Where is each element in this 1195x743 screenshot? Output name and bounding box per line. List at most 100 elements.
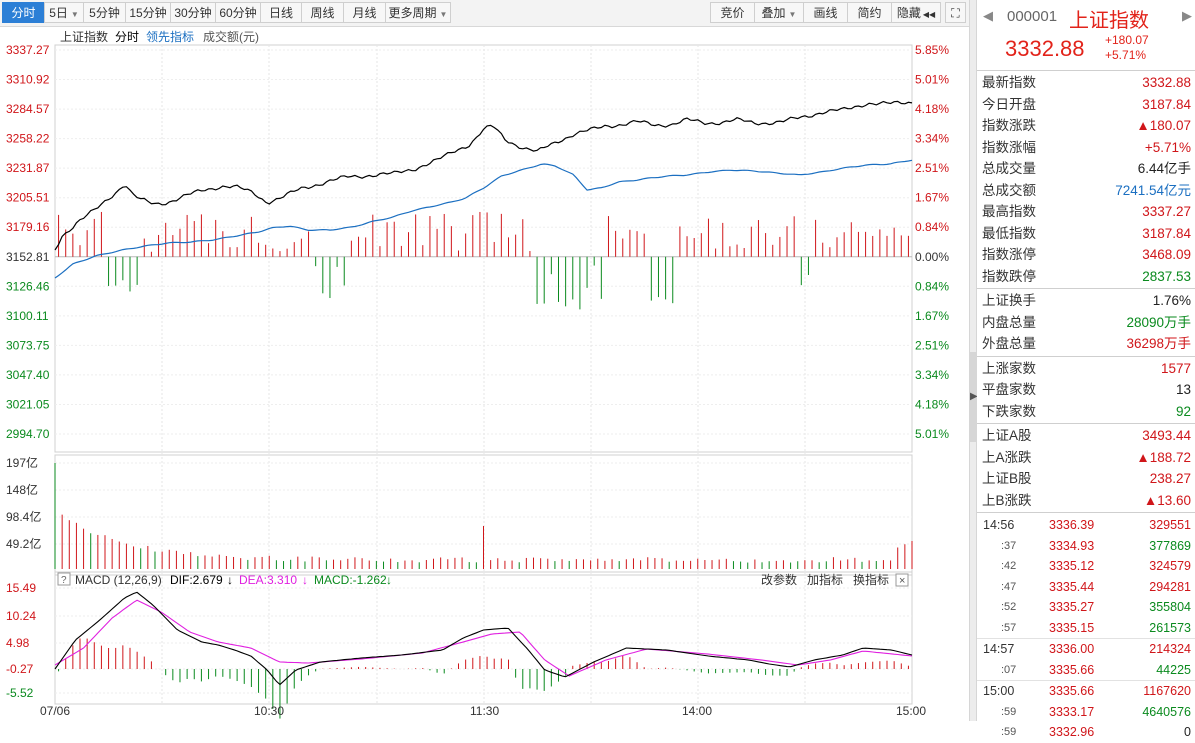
price-axis-label: 3337.27 <box>6 43 50 57</box>
period-button-0[interactable]: 分时 <box>2 2 45 23</box>
leading-indicator-label[interactable]: 领先指标 <box>146 29 194 44</box>
price-axis-label: 3310.92 <box>6 73 50 87</box>
add-indicator-button[interactable]: 加指标 <box>807 572 843 587</box>
quote-row-value: 3337.27 <box>1142 204 1191 219</box>
quote-row: 最高指数 3337.27 <box>977 201 1195 223</box>
tick-time: :59 <box>1001 726 1017 738</box>
price-axis-label: 3205.51 <box>6 191 50 205</box>
macd-name[interactable]: MACD (12,26,9) <box>75 573 162 587</box>
period-button-3[interactable]: 15分钟 <box>125 2 171 23</box>
quote-row: 上证A股 3493.44 <box>977 425 1195 447</box>
tick-time: :57 <box>1001 621 1017 634</box>
help-icon[interactable] <box>57 572 71 586</box>
period-button-5[interactable]: 60分钟 <box>215 2 261 23</box>
quote-row-label: 平盘家数 <box>982 382 1036 397</box>
tick-time: :52 <box>1001 601 1017 613</box>
tick-price: 3335.15 <box>1049 620 1095 635</box>
period-button-label: 月线 <box>352 6 377 20</box>
period-button-label: 30分钟 <box>174 6 212 20</box>
tick-row: :47 3335.44 294281 <box>977 577 1195 598</box>
price-axis-label: 3284.57 <box>6 102 50 116</box>
quote-row-value: 3493.44 <box>1142 428 1191 443</box>
period-button-label: 周线 <box>310 6 335 20</box>
period-button-2[interactable]: 5分钟 <box>83 2 126 23</box>
dif-line <box>54 591 913 686</box>
period-button-1[interactable]: 5日 ▼ <box>44 2 84 23</box>
quote-row-label: 上证换手 <box>982 293 1036 308</box>
last-price: 3332.88 <box>1005 36 1085 61</box>
tick-row: :07 3335.66 44225 <box>977 660 1195 681</box>
close-icon-glyph: × <box>899 575 905 587</box>
period-button-4[interactable]: 30分钟 <box>170 2 216 23</box>
quote-row-label: 指数跌停 <box>982 268 1036 284</box>
tool-button-2[interactable]: 画线 <box>803 2 848 23</box>
tick-time: :07 <box>1001 663 1017 676</box>
quote-row-label: 上证B股 <box>982 471 1032 486</box>
next-arrow-icon[interactable]: ▶ <box>1182 8 1192 23</box>
switch-indicator-button[interactable]: 换指标 <box>853 572 889 587</box>
tick-time: :59 <box>1001 705 1017 718</box>
prev-arrow-icon[interactable]: ◀ <box>983 8 993 23</box>
tick-time: :42 <box>1001 560 1017 572</box>
pct-axis-label: 3.34% <box>915 368 949 382</box>
tick-row: 14:57 3336.00 214324 <box>977 638 1195 660</box>
price-axis-label: 3073.75 <box>6 338 50 352</box>
tick-volume: 377869 <box>1149 538 1191 553</box>
price-axis-label: 3021.05 <box>6 397 50 411</box>
quote-row: 指数涨跌 ▲180.07 <box>977 115 1195 137</box>
tool-button-1[interactable]: 叠加 ▼ <box>754 2 804 23</box>
price-axis-label: 3258.22 <box>6 132 50 146</box>
tool-button-0[interactable]: 竞价 <box>710 2 755 23</box>
quote-row: 总成交量 6.44亿手 <box>977 158 1195 180</box>
tick-price: 3335.66 <box>1049 662 1095 677</box>
collapse-panel-handle[interactable]: ▶ <box>970 352 978 442</box>
period-button-6[interactable]: 日线 <box>260 2 302 23</box>
volume-axis-label: 148亿 <box>6 482 38 497</box>
period-button-7[interactable]: 周线 <box>301 2 344 23</box>
period-button-8[interactable]: 月线 <box>343 2 386 23</box>
change-params-button[interactable]: 改参数 <box>761 572 797 587</box>
intraday-chart[interactable]: 上证指数 分时 领先指标 成交额(元) 3337.27 3310.92 3284.57 32… <box>0 27 970 721</box>
tick-volume: 324579 <box>1149 559 1191 573</box>
quote-row-label: 指数涨跌 <box>982 118 1036 133</box>
tool-button-label: 简约 <box>857 6 882 20</box>
time-axis-label: 11:30 <box>470 704 499 718</box>
tick-volume: 44225 <box>1156 662 1191 677</box>
quote-row-value: +5.71% <box>1144 139 1191 155</box>
price-change: +180.07 <box>1105 33 1149 47</box>
quote-row-value: 3468.09 <box>1142 247 1191 262</box>
tick-row: 14:56 3336.39 329551 <box>977 515 1195 536</box>
quote-row: 指数涨幅 +5.71% <box>977 137 1195 159</box>
tick-time: :47 <box>1001 580 1017 593</box>
quote-row-value: 28090万手 <box>1126 314 1191 330</box>
tool-button-3[interactable]: 简约 <box>847 2 892 23</box>
fullscreen-icon[interactable]: ⛶ <box>945 2 966 23</box>
volume-axis-label: 197亿 <box>6 455 38 470</box>
quote-row-value: 6.44亿手 <box>1137 161 1191 176</box>
intraday-chart-area[interactable]: 上证指数 分时 领先指标 成交额(元) 3337.27 3310.92 3284.57 32… <box>0 27 970 721</box>
quote-row-value: 7241.54亿元 <box>1115 182 1191 198</box>
quote-row-label: 最低指数 <box>982 225 1036 241</box>
tool-button-4[interactable]: 隐藏 ◀◀ <box>891 2 941 23</box>
tick-volume: 1167620 <box>1143 684 1191 698</box>
quote-row: 总成交额 7241.54亿元 <box>977 180 1195 202</box>
quote-row-label: 内盘总量 <box>982 314 1036 330</box>
quote-row-label: 下跌家数 <box>982 403 1036 419</box>
tick-row: :59 3333.17 4640576 <box>977 702 1195 723</box>
pct-axis-label: 2.51% <box>915 338 949 352</box>
period-button-9[interactable]: 更多周期 ▼ <box>385 2 451 23</box>
tick-price: 3336.39 <box>1049 518 1095 532</box>
tick-volume: 294281 <box>1149 579 1191 594</box>
tick-list[interactable]: 14:56 3336.39 329551:37 3334.93 377869:42 333… <box>977 513 1195 743</box>
period-button-label: 5日 <box>49 6 68 20</box>
pct-axis-label: 0.84% <box>915 279 949 293</box>
close-indicator-icon[interactable] <box>895 573 909 587</box>
tick-time: 14:57 <box>983 642 1015 656</box>
quote-row-value: ▲180.07 <box>1136 118 1191 133</box>
quote-panel: ◀ 000001 上证指数 ▶ 3332.88 +180.07 +5.71% 最… <box>977 0 1195 739</box>
tool-button-label: 竞价 <box>720 6 745 20</box>
period-button-label: 15分钟 <box>129 6 167 20</box>
quote-row-label: 上涨家数 <box>982 360 1036 376</box>
tick-row: :57 3335.15 261573 <box>977 618 1195 639</box>
quote-row-value: 13 <box>1175 382 1191 397</box>
